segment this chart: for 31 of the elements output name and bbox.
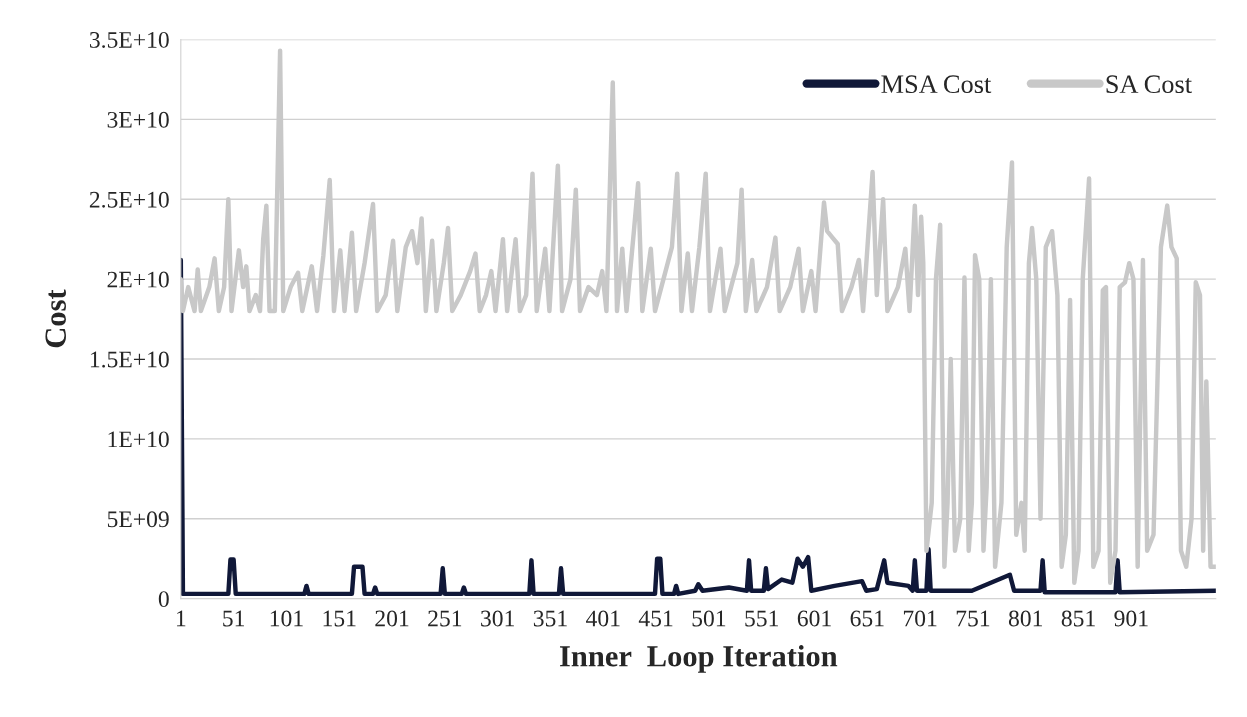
x-tick-label: 501 (692, 610, 726, 627)
x-tick-label: 351 (533, 610, 567, 627)
y-tick-label: 3.5E+10 (89, 31, 169, 48)
x-tick-label: 851 (1061, 610, 1095, 627)
legend-label: SA Cost (1106, 75, 1192, 94)
x-tick-label: 301 (481, 610, 514, 627)
y-tick-label: 1E+10 (108, 431, 169, 448)
x-tick-label: 451 (638, 610, 673, 627)
y-axis-title: Cost (45, 289, 66, 348)
x-tick-label: 651 (850, 610, 884, 627)
legend-label: MSA Cost (881, 75, 992, 94)
y-tick-label: 0 (158, 591, 169, 608)
x-tick-label: 901 (1114, 610, 1148, 627)
x-axis-title: Inner Loop Iteration (559, 645, 838, 673)
x-tick-label: 401 (586, 610, 620, 627)
y-tick-label: 3E+10 (107, 111, 169, 128)
x-tick-label: 701 (903, 610, 937, 627)
x-tick-label: 51 (223, 610, 245, 627)
x-tick-label: 151 (323, 610, 356, 627)
x-tick-label: 201 (375, 610, 409, 627)
y-tick-label: 2.5E+10 (89, 191, 169, 208)
x-tick-label: 801 (1008, 610, 1043, 627)
x-tick-label: 551 (745, 610, 778, 627)
x-tick-label: 601 (797, 610, 831, 627)
x-tick-label: 1 (176, 610, 186, 627)
x-tick-label: 751 (956, 610, 990, 627)
y-tick-label: 2E+10 (107, 271, 169, 288)
y-tick-label: 5E+09 (107, 511, 169, 528)
x-tick-label: 101 (270, 610, 303, 627)
y-tick-label: 1.5E+10 (90, 351, 169, 368)
x-tick-label: 251 (428, 610, 462, 627)
